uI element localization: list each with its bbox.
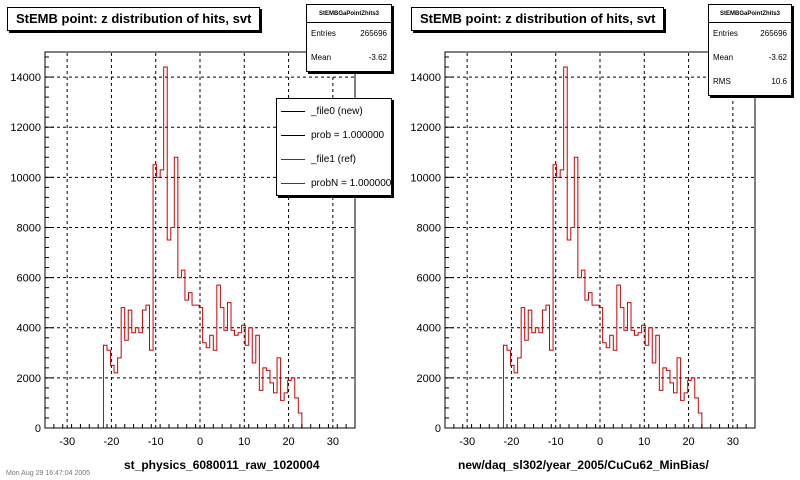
y-tick-label: 6000 bbox=[17, 273, 41, 285]
stats-label: Entries bbox=[713, 29, 738, 38]
stats-value: 265696 bbox=[760, 29, 787, 38]
histogram-series bbox=[46, 66, 355, 429]
legend-entry: _file1 (ref) bbox=[277, 147, 391, 171]
stats-name: StEMBGaPointZhits3 bbox=[307, 5, 391, 23]
y-tick-label: 10000 bbox=[10, 172, 41, 184]
histogram-title: StEMB point: z distribution of hits, svt bbox=[411, 7, 665, 31]
stats-row-entries: Entries 265696 bbox=[307, 23, 391, 47]
legend-box: _file0 (new) prob = 1.000000 _file1 (ref… bbox=[276, 98, 392, 196]
timestamp-footer: Mon Aug 29 16:47:04 2005 bbox=[6, 470, 91, 477]
x-tick-label: 20 bbox=[682, 436, 694, 448]
stats-label: Mean bbox=[311, 53, 332, 62]
x-tick-label: 30 bbox=[727, 436, 739, 448]
x-axis-title: st_physics_6080011_raw_1020004 bbox=[124, 458, 320, 472]
stats-label: Mean bbox=[713, 53, 734, 62]
stats-row-mean: Mean -3.62 bbox=[307, 47, 391, 71]
x-tick-label: -30 bbox=[59, 436, 75, 448]
plot-left: -30 -20 -10 0 10 20 30 0 2000 4000 6000 8000 10000 12… bbox=[10, 51, 356, 448]
x-tick-label: -20 bbox=[503, 436, 519, 448]
legend-label: _file0 (new) bbox=[311, 105, 363, 117]
x-tick-label: 10 bbox=[238, 436, 250, 448]
histogram-title: StEMB point: z distribution of hits, svt bbox=[7, 7, 261, 31]
stats-row-rms: RMS 10.6 bbox=[709, 71, 791, 95]
stats-row-entries: Entries 265696 bbox=[709, 23, 791, 47]
stats-label: Entries bbox=[311, 29, 336, 38]
stats-label: RMS bbox=[713, 77, 731, 86]
x-tick-label: -30 bbox=[459, 436, 475, 448]
stats-value: 10.6 bbox=[771, 77, 787, 86]
stats-value: 265696 bbox=[360, 29, 387, 38]
x-tick-label: 0 bbox=[597, 436, 603, 448]
y-tick-label: 4000 bbox=[417, 323, 441, 335]
stats-value: -3.62 bbox=[768, 53, 787, 62]
histogram-pad-right: -30 -20 -10 0 10 20 30 0 2000 4000 6000 8000 10000 12… bbox=[400, 0, 800, 480]
x-tick-label: 10 bbox=[638, 436, 650, 448]
stats-box: StEMBGaPointZhits3 Entries 265696 Mean -… bbox=[708, 4, 792, 96]
plot-right: -30 -20 -10 0 10 20 30 0 2000 4000 6000 8000 10000 12… bbox=[410, 51, 756, 448]
y-tick-label: 0 bbox=[435, 423, 441, 435]
legend-label: _file1 (ref) bbox=[311, 153, 357, 165]
x-tick-label: 20 bbox=[282, 436, 294, 448]
y-tick-label: 2000 bbox=[417, 373, 441, 385]
x-tick-label: -10 bbox=[148, 436, 164, 448]
y-tick-label: 8000 bbox=[17, 222, 41, 234]
x-tick-label: -20 bbox=[103, 436, 119, 448]
plot-frame bbox=[444, 51, 756, 429]
legend-label: prob = 1.000000 bbox=[311, 129, 385, 141]
legend-line bbox=[281, 182, 305, 184]
y-tick-label: 12000 bbox=[10, 122, 41, 134]
histogram-series bbox=[446, 66, 755, 429]
x-axis-title: new/daq_sl302/year_2005/CuCu62_MinBias/ bbox=[458, 458, 709, 472]
stats-box: StEMBGaPointZhits3 Entries 265696 Mean -… bbox=[306, 4, 392, 72]
histogram-pad-left: -30 -20 -10 0 10 20 30 0 2000 4000 6000 8000 10000 12… bbox=[7, 4, 392, 472]
legend-line bbox=[281, 110, 305, 112]
legend-line bbox=[281, 134, 305, 136]
y-tick-label: 14000 bbox=[10, 72, 41, 84]
x-tick-label: -10 bbox=[548, 436, 564, 448]
y-tick-label: 6000 bbox=[417, 273, 441, 285]
y-tick-label: 14000 bbox=[410, 72, 441, 84]
y-tick-label: 2000 bbox=[17, 373, 41, 385]
y-tick-label: 0 bbox=[35, 423, 41, 435]
legend-entry: _file0 (new) bbox=[277, 99, 391, 123]
legend-entry: probN = 1.000000 bbox=[277, 171, 391, 195]
y-tick-label: 10000 bbox=[410, 172, 441, 184]
legend-entry: prob = 1.000000 bbox=[277, 123, 391, 147]
legend-label: probN = 1.000000 bbox=[311, 177, 392, 189]
y-tick-label: 12000 bbox=[410, 122, 441, 134]
x-tick-label: 30 bbox=[327, 436, 339, 448]
stats-name: StEMBGaPointZhits3 bbox=[709, 5, 791, 23]
stats-value: -3.62 bbox=[368, 53, 387, 62]
plot-frame bbox=[44, 51, 356, 429]
y-tick-label: 8000 bbox=[417, 222, 441, 234]
legend-line bbox=[281, 158, 305, 160]
y-tick-label: 4000 bbox=[17, 323, 41, 335]
stats-row-mean: Mean -3.62 bbox=[709, 47, 791, 71]
x-tick-label: 0 bbox=[197, 436, 203, 448]
